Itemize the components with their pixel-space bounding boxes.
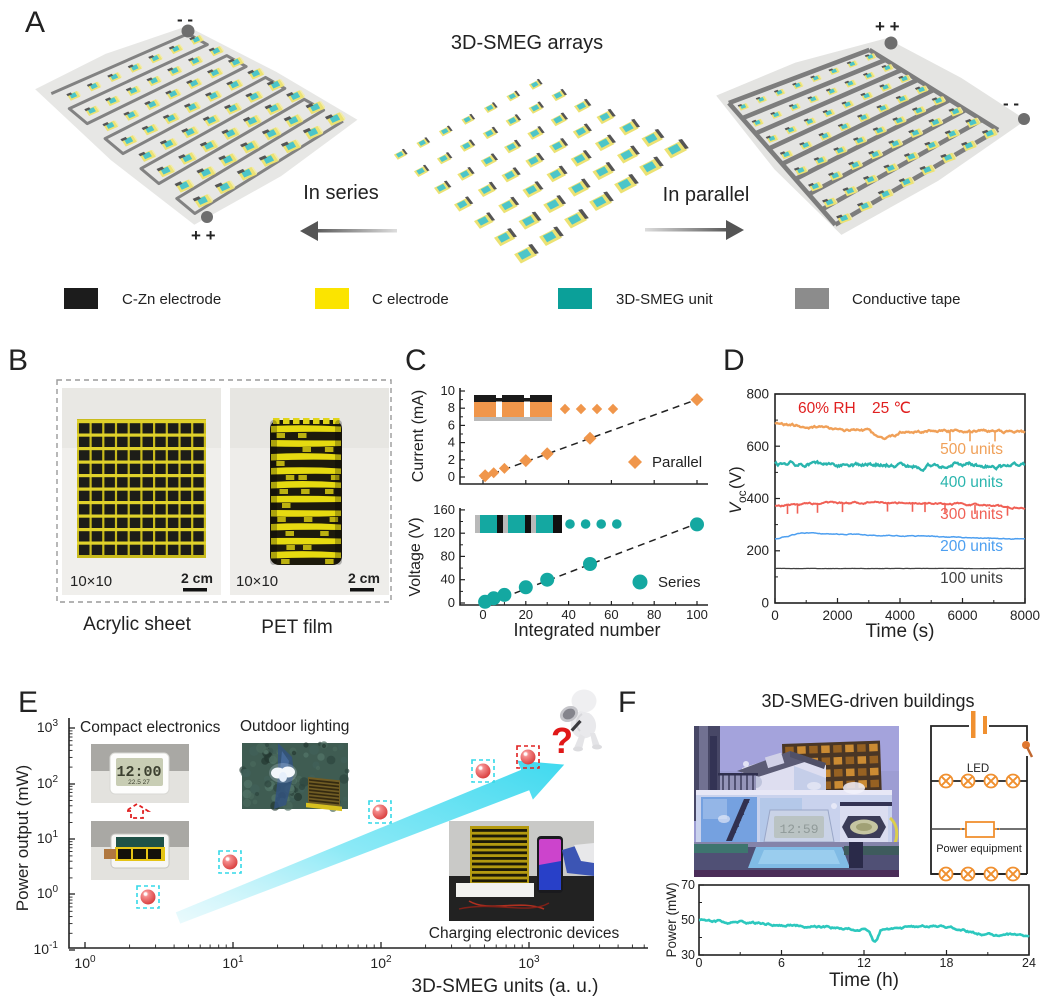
- svg-text:18: 18: [940, 956, 954, 970]
- svg-text:60: 60: [604, 607, 618, 622]
- svg-text:3D-SMEG units (a. u.): 3D-SMEG units (a. u.): [412, 976, 599, 997]
- svg-text:+ +: + +: [875, 17, 900, 36]
- svg-text:- -: - -: [177, 10, 193, 29]
- svg-text:Series: Series: [658, 574, 701, 591]
- svg-text:C-Zn electrode: C-Zn electrode: [122, 291, 221, 308]
- svg-text:Voltage (V): Voltage (V): [407, 517, 424, 596]
- svg-text:3D-SMEG unit: 3D-SMEG unit: [616, 291, 714, 308]
- svg-text:0: 0: [761, 596, 769, 611]
- svg-text:200: 200: [746, 543, 769, 558]
- svg-text:200 units: 200 units: [940, 538, 1003, 555]
- svg-text:- -: - -: [1003, 94, 1019, 113]
- svg-text:0: 0: [771, 608, 779, 623]
- svg-text:Parallel: Parallel: [652, 454, 702, 471]
- svg-text:8: 8: [448, 400, 455, 415]
- svg-text:3D-SMEG arrays: 3D-SMEG arrays: [451, 32, 603, 54]
- svg-text:300 units: 300 units: [940, 506, 1003, 523]
- svg-text:12: 12: [857, 956, 871, 970]
- svg-text:400 units: 400 units: [940, 474, 1003, 491]
- svg-text:800: 800: [746, 387, 769, 402]
- svg-text:100 units: 100 units: [940, 570, 1003, 587]
- svg-text:12:00: 12:00: [116, 764, 161, 781]
- svg-text:Conductive tape: Conductive tape: [852, 291, 960, 308]
- svg-text:103: 103: [518, 954, 540, 971]
- svg-text:70: 70: [681, 878, 695, 892]
- svg-text:oc: oc: [735, 490, 749, 503]
- svg-text:100: 100: [37, 884, 59, 901]
- svg-text:Time (s): Time (s): [866, 621, 935, 642]
- svg-text:40: 40: [441, 572, 455, 587]
- svg-text:22.5 27: 22.5 27: [128, 779, 150, 786]
- svg-text:100: 100: [686, 607, 708, 622]
- svg-text:B: B: [8, 344, 28, 377]
- svg-text:(V): (V): [726, 466, 745, 489]
- svg-text:100: 100: [74, 954, 96, 971]
- svg-text:In series: In series: [303, 182, 379, 204]
- svg-text:10×10: 10×10: [70, 573, 112, 590]
- svg-text:50: 50: [681, 913, 695, 927]
- svg-text:101: 101: [222, 954, 244, 971]
- svg-text:20: 20: [519, 607, 533, 622]
- svg-text:2: 2: [448, 452, 455, 467]
- svg-text:E: E: [18, 686, 38, 719]
- svg-text:8000: 8000: [1010, 608, 1040, 623]
- svg-text:Power (mW): Power (mW): [664, 883, 679, 958]
- svg-text:Acrylic sheet: Acrylic sheet: [83, 614, 191, 635]
- svg-text:LED: LED: [967, 763, 989, 775]
- svg-text:4: 4: [448, 435, 455, 450]
- svg-text:3D-SMEG-driven buildings: 3D-SMEG-driven buildings: [761, 691, 974, 711]
- svg-text:102: 102: [37, 774, 59, 791]
- svg-text:10: 10: [441, 383, 455, 398]
- svg-text:V: V: [726, 501, 745, 514]
- svg-text:4000: 4000: [885, 608, 915, 623]
- svg-text:Compact electronics: Compact electronics: [80, 719, 221, 736]
- svg-text:F: F: [618, 686, 636, 719]
- svg-text:40: 40: [561, 607, 575, 622]
- svg-text:60% RH: 60% RH: [798, 400, 856, 417]
- svg-text:0: 0: [696, 956, 703, 970]
- svg-text:Charging electronic devices: Charging electronic devices: [429, 925, 620, 942]
- svg-text:Outdoor lighting: Outdoor lighting: [240, 718, 349, 735]
- svg-text:120: 120: [433, 525, 455, 540]
- svg-text:600: 600: [746, 439, 769, 454]
- svg-text:0: 0: [448, 469, 455, 484]
- svg-text:30: 30: [681, 948, 695, 962]
- svg-text:10×10: 10×10: [236, 573, 278, 590]
- svg-text:103: 103: [37, 718, 59, 735]
- svg-text:Power equipment: Power equipment: [936, 843, 1022, 855]
- svg-text:80: 80: [441, 548, 455, 563]
- svg-text:80: 80: [647, 607, 661, 622]
- svg-text:Integrated number: Integrated number: [513, 620, 660, 640]
- svg-text:D: D: [723, 344, 745, 377]
- svg-text:500 units: 500 units: [940, 441, 1003, 458]
- svg-text:C electrode: C electrode: [372, 291, 449, 308]
- svg-text:12:59: 12:59: [779, 822, 818, 837]
- svg-text:6: 6: [448, 417, 455, 432]
- svg-text:101: 101: [37, 829, 59, 846]
- svg-text:Time (h): Time (h): [829, 970, 899, 991]
- svg-text:102: 102: [370, 954, 392, 971]
- svg-text:C: C: [405, 344, 427, 377]
- svg-text:160: 160: [433, 502, 455, 517]
- svg-text:In parallel: In parallel: [663, 184, 750, 206]
- svg-text:0: 0: [448, 595, 455, 610]
- svg-text:400: 400: [746, 491, 769, 506]
- svg-text:2 cm: 2 cm: [181, 570, 213, 586]
- svg-text:0: 0: [479, 607, 486, 622]
- svg-text:PET film: PET film: [261, 617, 332, 638]
- svg-text:24: 24: [1022, 956, 1036, 970]
- svg-text:6000: 6000: [947, 608, 977, 623]
- svg-text:Power output (mW): Power output (mW): [13, 765, 32, 911]
- svg-text:2000: 2000: [822, 608, 852, 623]
- svg-text:Current (mA): Current (mA): [410, 390, 427, 482]
- svg-text:10-1: 10-1: [34, 940, 59, 957]
- svg-text:+ +: + +: [191, 226, 216, 245]
- svg-text:25 ℃: 25 ℃: [872, 400, 911, 417]
- svg-text:?: ?: [551, 720, 573, 761]
- svg-text:A: A: [25, 6, 45, 39]
- svg-text:6: 6: [778, 956, 785, 970]
- svg-text:2 cm: 2 cm: [348, 570, 380, 586]
